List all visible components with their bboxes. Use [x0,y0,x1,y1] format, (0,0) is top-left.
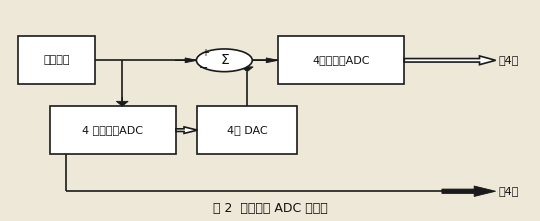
Text: −: − [199,63,208,73]
Text: 高4位: 高4位 [498,186,519,196]
Polygon shape [175,58,197,63]
Bar [278,36,404,84]
Text: 4位 DAC: 4位 DAC [227,125,267,135]
Polygon shape [252,58,278,63]
Polygon shape [176,127,198,133]
Text: 图 2  半闪烁式 ADC 原理图: 图 2 半闪烁式 ADC 原理图 [213,202,327,215]
Polygon shape [442,186,496,196]
Text: $\Sigma$: $\Sigma$ [220,53,231,67]
Text: 4位闪烁式ADC: 4位闪烁式ADC [313,55,370,65]
Text: 采样保持: 采样保持 [43,55,70,65]
Polygon shape [241,63,253,72]
Circle shape [197,49,252,72]
Text: 4 位闪烁式ADC: 4 位闪烁式ADC [83,125,143,135]
Polygon shape [404,56,496,65]
Text: 低4位: 低4位 [498,55,519,65]
Bar [50,106,176,154]
Text: +: + [201,48,209,58]
Bar [198,106,297,154]
Polygon shape [116,97,128,106]
Bar [17,36,96,84]
